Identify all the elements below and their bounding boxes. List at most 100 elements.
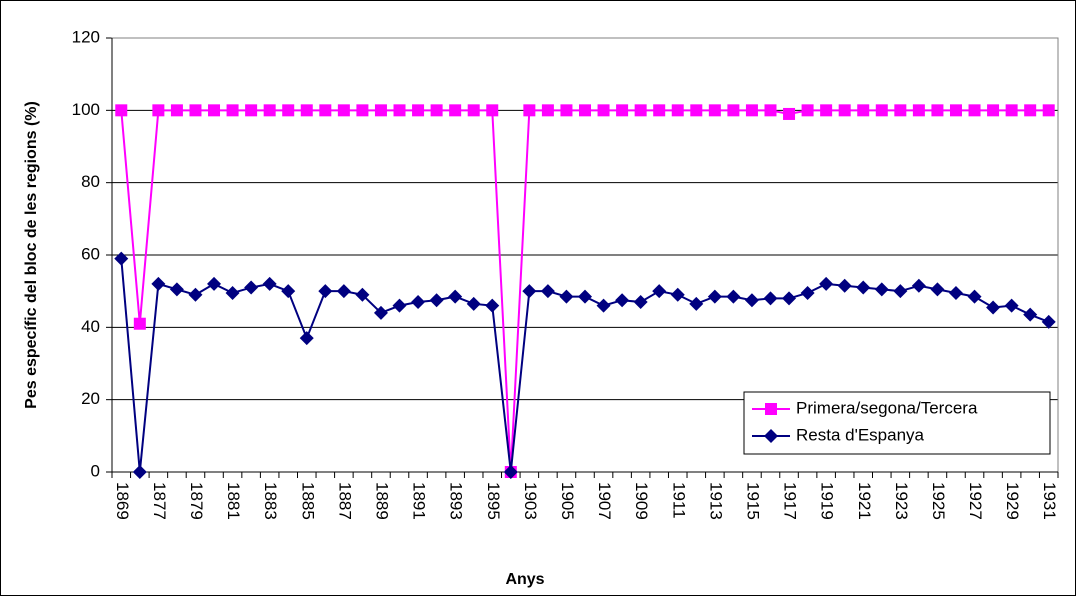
marker (189, 104, 202, 117)
marker (1042, 104, 1055, 117)
marker (207, 276, 222, 291)
marker (596, 298, 611, 313)
marker (1005, 104, 1018, 117)
x-tick-label: 1877 (150, 482, 169, 520)
marker (633, 295, 648, 310)
x-tick-label: 1919 (818, 482, 837, 520)
x-tick-label: 1921 (855, 482, 874, 520)
marker (579, 104, 591, 117)
marker (578, 289, 592, 304)
x-tick-label: 1929 (1003, 482, 1022, 520)
marker (467, 104, 480, 117)
x-tick-label: 1923 (892, 482, 911, 520)
y-tick-label: 80 (81, 172, 100, 191)
x-tick-label: 1925 (929, 482, 948, 520)
marker (837, 278, 852, 293)
y-tick-label: 40 (81, 317, 100, 336)
y-axis-title: Pes específic del bloc de les regions (%… (23, 101, 40, 409)
marker (356, 104, 369, 117)
x-tick-label: 1885 (298, 482, 317, 520)
marker (820, 104, 833, 117)
marker (911, 278, 926, 293)
marker (485, 298, 500, 313)
marker (615, 293, 630, 308)
marker (763, 291, 778, 306)
marker (282, 104, 295, 117)
marker (188, 287, 203, 302)
marker (114, 251, 129, 266)
marker (801, 104, 814, 117)
marker (486, 104, 499, 117)
y-tick-label: 60 (81, 244, 100, 263)
marker (707, 289, 722, 304)
marker (986, 300, 1001, 315)
marker (373, 305, 388, 320)
x-tick-label: 1869 (113, 482, 132, 520)
marker (318, 284, 333, 299)
marker (1024, 104, 1037, 117)
marker (782, 291, 797, 306)
marker (281, 284, 296, 299)
marker (874, 282, 889, 297)
marker (597, 104, 610, 117)
x-tick-label: 1907 (595, 482, 614, 520)
marker (948, 285, 963, 300)
marker (225, 285, 240, 300)
marker (336, 284, 351, 299)
marker (503, 465, 518, 479)
marker (616, 104, 629, 117)
marker (670, 287, 685, 302)
x-tick-label: 1889 (372, 482, 391, 520)
x-axis-title: Anys (505, 571, 544, 588)
marker (523, 104, 536, 117)
marker (764, 104, 777, 117)
x-tick-label: 1893 (447, 482, 466, 520)
marker (726, 289, 741, 304)
marker (559, 289, 574, 304)
marker (745, 104, 758, 117)
marker (652, 284, 667, 299)
x-tick-label: 1905 (558, 482, 577, 520)
marker (449, 104, 462, 117)
marker (299, 331, 314, 346)
marker (671, 104, 684, 117)
marker (764, 429, 778, 443)
y-tick-label: 20 (81, 389, 100, 408)
marker (262, 276, 277, 291)
marker (857, 104, 870, 117)
marker (1023, 307, 1038, 322)
x-tick-label: 1931 (1040, 482, 1059, 520)
marker (132, 465, 147, 479)
marker (875, 104, 888, 117)
marker (1004, 298, 1019, 313)
marker (244, 280, 259, 295)
marker (765, 403, 777, 415)
marker (819, 276, 834, 291)
marker (838, 104, 851, 117)
marker (967, 289, 982, 304)
marker (152, 104, 165, 117)
marker (133, 317, 146, 330)
marker (115, 104, 128, 117)
x-tick-label: 1879 (187, 482, 206, 520)
marker (300, 104, 313, 117)
marker (931, 104, 944, 117)
x-tick-label: 1917 (781, 482, 800, 520)
x-tick-label: 1927 (966, 482, 985, 520)
marker (430, 104, 443, 117)
marker (800, 285, 815, 300)
marker (263, 104, 276, 117)
marker (170, 104, 183, 117)
marker (744, 293, 759, 308)
marker (727, 104, 740, 117)
marker (245, 104, 258, 117)
legend-label: Primera/segona/Tercera (796, 398, 978, 417)
marker (856, 280, 871, 295)
x-tick-label: 1913 (706, 482, 725, 520)
marker (541, 104, 554, 117)
marker (466, 296, 481, 311)
marker (949, 104, 962, 117)
legend-label: Resta d'Espanya (796, 425, 925, 444)
x-tick-label: 1909 (632, 482, 651, 520)
marker (522, 284, 537, 299)
